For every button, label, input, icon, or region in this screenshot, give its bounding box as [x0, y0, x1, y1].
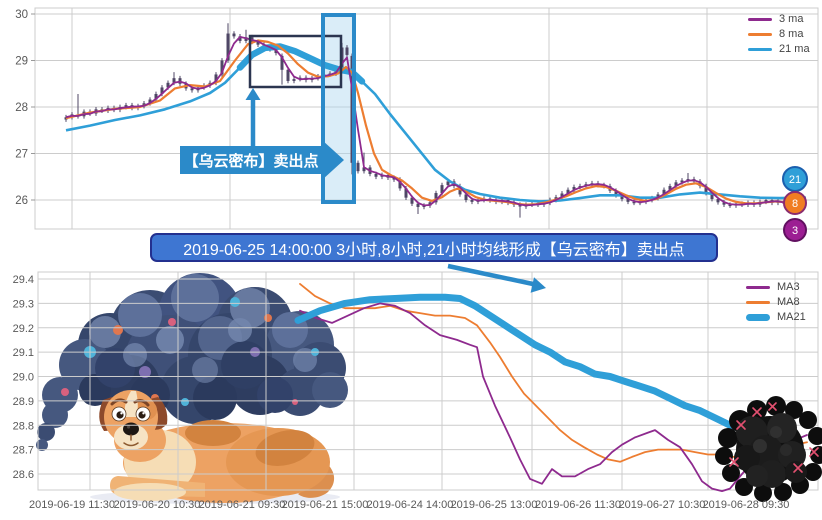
- svg-text:28.8: 28.8: [13, 420, 34, 432]
- dark-cloud-sell-callout: 【乌云密布】卖出点: [180, 146, 322, 174]
- svg-text:29: 29: [15, 56, 28, 68]
- legend-item-ma21: MA21: [746, 311, 806, 323]
- legend-label: 21 ma: [779, 43, 810, 55]
- ma-badge-8: 8: [783, 191, 807, 215]
- candlestick-series: [64, 23, 804, 218]
- ma8-line-top: [65, 39, 806, 206]
- legend-item-ma8: MA8: [746, 296, 806, 308]
- top-chart-grid: 30 29 28 27 26: [15, 7, 819, 230]
- svg-text:28: 28: [15, 102, 28, 114]
- svg-text:8: 8: [792, 198, 798, 210]
- svg-text:2019-06-21 09:30: 2019-06-21 09:30: [199, 499, 286, 511]
- svg-text:26: 26: [15, 195, 28, 207]
- ma21-line-bottom: [294, 293, 762, 437]
- legend-item-8ma: 8 ma: [748, 28, 810, 40]
- svg-text:29.2: 29.2: [13, 323, 34, 335]
- svg-text:3: 3: [792, 225, 798, 237]
- top-chart-annotations: [245, 13, 356, 204]
- ma21-emphasis-segment: [236, 43, 366, 85]
- legend-label: MA21: [777, 311, 806, 323]
- svg-text:2019-06-26 11:30: 2019-06-26 11:30: [535, 499, 621, 511]
- svg-text:2019-06-21 15:00: 2019-06-21 15:00: [282, 499, 369, 511]
- svg-text:29.0: 29.0: [13, 372, 34, 384]
- svg-text:2019-06-20 10:30: 2019-06-20 10:30: [114, 499, 201, 511]
- svg-text:29.1: 29.1: [13, 347, 34, 359]
- legend-swatch: [748, 17, 772, 21]
- svg-text:2019-06-19 11:30: 2019-06-19 11:30: [29, 499, 115, 511]
- legend-swatch: [746, 313, 770, 321]
- svg-text:2019-06-27 10:30: 2019-06-27 10:30: [619, 499, 706, 511]
- legend-item-21ma: 21 ma: [748, 43, 810, 55]
- signal-banner: 2019-06-25 14:00:00 3小时,8小时,21小时均线形成【乌云密…: [150, 233, 718, 262]
- legend-swatch: [746, 285, 770, 289]
- top-chart-legend: 3 ma 8 ma 21 ma: [748, 13, 810, 55]
- sell-zone-band: [321, 13, 356, 204]
- storm-cloud-illustration: [36, 273, 348, 451]
- svg-text:29.3: 29.3: [13, 298, 34, 310]
- legend-swatch: [746, 300, 770, 304]
- callout-arrow-tip: [322, 140, 344, 180]
- bottom-chart-legend: MA3 MA8 MA21: [746, 281, 806, 323]
- ma21-line-top: [65, 45, 807, 203]
- legend-swatch: [748, 47, 772, 51]
- dog-illustration: [90, 390, 340, 504]
- svg-text:2019-06-25 13:00: 2019-06-25 13:00: [451, 499, 538, 511]
- legend-label: MA3: [777, 281, 800, 293]
- svg-text:21: 21: [789, 174, 801, 186]
- legend-label: 8 ma: [779, 28, 804, 40]
- svg-text:28.9: 28.9: [13, 396, 34, 408]
- legend-label: MA8: [777, 296, 800, 308]
- bottom-axis-labels: 29.4 29.3 29.2 29.1 29.0 28.9 28.8 28.7 28.6 2019…: [13, 274, 790, 511]
- ma-period-badges: 21 8 3: [782, 166, 808, 242]
- ma3-line-top: [65, 36, 802, 207]
- ma-badge-21: 21: [782, 166, 808, 192]
- ma3-line-bottom: [299, 302, 808, 493]
- svg-text:28.7: 28.7: [13, 445, 34, 457]
- dark-cloud-ball-illustration: [715, 396, 822, 502]
- pattern-highlight-box: [248, 34, 343, 89]
- legend-swatch: [748, 32, 772, 36]
- sparkle-accents: [729, 402, 819, 473]
- svg-text:2019-06-28 09:30: 2019-06-28 09:30: [703, 499, 790, 511]
- svg-text:27: 27: [15, 149, 28, 161]
- legend-item-3ma: 3 ma: [748, 13, 810, 25]
- legend-label: 3 ma: [779, 13, 804, 25]
- legend-item-ma3: MA3: [746, 281, 806, 293]
- up-arrow: [245, 88, 261, 100]
- svg-text:28.6: 28.6: [13, 469, 34, 481]
- ma-badge-3: 3: [783, 218, 807, 242]
- svg-text:30: 30: [15, 9, 28, 21]
- banner-to-chart-arrow: [447, 263, 546, 293]
- svg-text:2019-06-24 14:00: 2019-06-24 14:00: [367, 499, 454, 511]
- top-moving-average-lines: [65, 36, 807, 207]
- svg-text:29.4: 29.4: [13, 274, 34, 286]
